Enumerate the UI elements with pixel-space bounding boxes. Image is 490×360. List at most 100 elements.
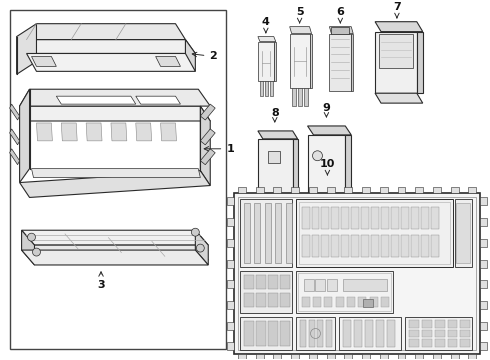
Bar (371, 207, 379, 229)
Bar (227, 322, 234, 330)
Polygon shape (304, 88, 308, 106)
Bar (391, 207, 399, 229)
Bar (431, 235, 439, 257)
Polygon shape (10, 129, 20, 145)
Polygon shape (375, 22, 423, 32)
Bar (351, 207, 359, 229)
Bar (264, 213, 269, 219)
Polygon shape (331, 27, 349, 33)
Bar (401, 207, 409, 229)
Bar (347, 297, 355, 307)
Bar (401, 235, 409, 257)
Bar (244, 275, 254, 289)
Bar (256, 321, 266, 346)
Bar (327, 354, 335, 360)
Bar (268, 275, 278, 289)
Bar (343, 320, 351, 347)
Polygon shape (136, 123, 152, 141)
Bar (411, 207, 419, 229)
Polygon shape (270, 81, 273, 96)
Polygon shape (200, 149, 215, 165)
Polygon shape (31, 57, 56, 66)
Bar (435, 329, 444, 337)
Polygon shape (260, 81, 263, 96)
Polygon shape (20, 89, 29, 183)
Polygon shape (312, 202, 317, 215)
Text: 8: 8 (271, 108, 279, 122)
Bar (447, 339, 458, 347)
Bar (354, 320, 362, 347)
Polygon shape (26, 54, 196, 71)
Polygon shape (308, 193, 351, 202)
Bar (387, 320, 395, 347)
Bar (312, 207, 319, 229)
Bar (343, 279, 387, 291)
Bar (256, 293, 266, 307)
Polygon shape (10, 149, 20, 165)
Bar (227, 280, 234, 288)
Bar (391, 235, 399, 257)
Circle shape (196, 244, 204, 252)
Bar (240, 271, 292, 312)
Bar (380, 186, 388, 193)
Polygon shape (375, 93, 423, 103)
Polygon shape (156, 57, 180, 66)
Bar (321, 207, 329, 229)
Bar (309, 320, 315, 347)
Polygon shape (308, 126, 351, 135)
Bar (273, 186, 281, 193)
Bar (309, 186, 317, 193)
Polygon shape (200, 104, 215, 120)
Bar (254, 203, 260, 263)
Bar (422, 339, 432, 347)
Bar (342, 207, 349, 229)
Polygon shape (17, 24, 36, 74)
Bar (331, 207, 340, 229)
Bar (344, 354, 352, 360)
Bar (327, 279, 337, 291)
Polygon shape (329, 33, 351, 91)
Bar (455, 199, 472, 267)
Polygon shape (338, 202, 343, 215)
Bar (304, 279, 314, 291)
Polygon shape (258, 131, 297, 139)
Bar (397, 354, 406, 360)
Polygon shape (185, 40, 196, 71)
Bar (238, 354, 246, 360)
Polygon shape (20, 89, 210, 106)
Bar (480, 342, 487, 350)
Bar (240, 199, 292, 267)
Bar (291, 354, 299, 360)
Bar (435, 320, 444, 328)
Bar (342, 235, 349, 257)
Bar (451, 354, 459, 360)
Polygon shape (10, 104, 20, 120)
Bar (362, 186, 370, 193)
Bar (302, 235, 310, 257)
Bar (302, 297, 310, 307)
Bar (468, 186, 476, 193)
Bar (295, 199, 453, 267)
Polygon shape (22, 250, 208, 265)
Bar (415, 354, 423, 360)
Polygon shape (329, 202, 334, 215)
Polygon shape (293, 139, 297, 195)
Bar (336, 297, 343, 307)
Bar (461, 329, 470, 337)
Bar (284, 206, 289, 211)
Bar (480, 280, 487, 288)
Bar (480, 322, 487, 330)
Bar (358, 297, 367, 307)
Polygon shape (258, 139, 293, 195)
Bar (344, 186, 352, 193)
Bar (461, 339, 470, 347)
Bar (362, 354, 370, 360)
Bar (480, 197, 487, 206)
Polygon shape (196, 230, 208, 265)
Polygon shape (292, 88, 295, 106)
Bar (244, 321, 254, 346)
Polygon shape (26, 40, 196, 54)
Circle shape (32, 248, 41, 256)
Bar (299, 320, 306, 347)
Bar (340, 316, 401, 350)
